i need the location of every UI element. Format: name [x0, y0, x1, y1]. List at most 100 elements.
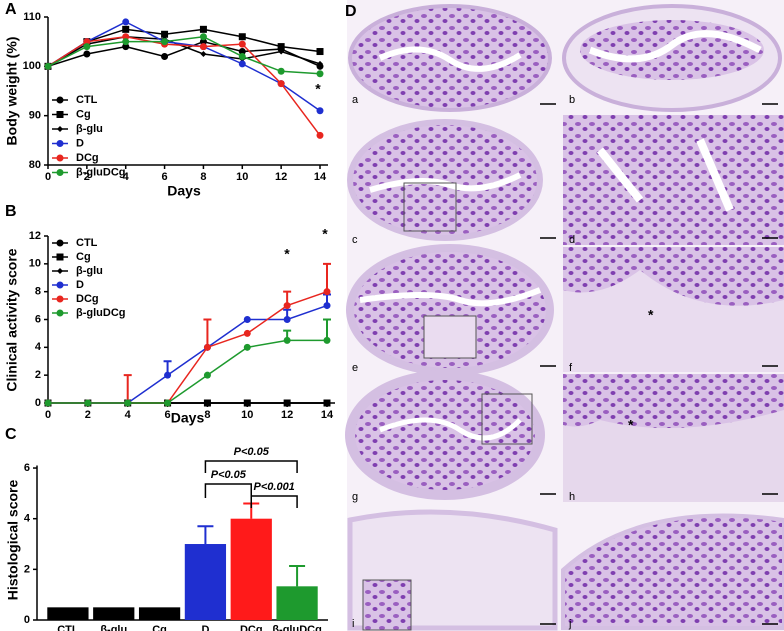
legend-marker: [56, 253, 64, 261]
point: [277, 67, 285, 75]
panel-label: B: [5, 203, 17, 220]
lumen: [369, 172, 522, 193]
bar: [138, 607, 181, 620]
series-line: [47, 21, 321, 112]
point: [283, 316, 291, 323]
point: [323, 288, 331, 296]
x-tick-label: 14: [314, 171, 327, 183]
point: [83, 50, 91, 58]
y-tick-label: 6: [24, 462, 30, 474]
point: [122, 43, 130, 51]
annotation: *: [628, 417, 634, 433]
x-tick-label: 2: [84, 171, 90, 183]
x-tick-label: 14: [321, 409, 334, 421]
y-tick-label: 12: [29, 230, 41, 242]
histology: D a b c d e f g h i j * *: [345, 0, 784, 631]
x-tick-label: 12: [281, 409, 293, 421]
point: [204, 400, 211, 406]
annotation: *: [322, 226, 328, 242]
annotation: P<0.05: [234, 446, 270, 458]
panel-label: C: [5, 426, 17, 443]
y-tick-label: 110: [23, 11, 41, 23]
legend-label: DCg: [76, 152, 99, 164]
bar: [230, 518, 272, 620]
point: [316, 48, 324, 56]
panel-label: A: [5, 1, 17, 18]
point: [316, 70, 324, 78]
y-tick-label: 100: [23, 60, 41, 72]
point: [83, 38, 91, 46]
point: [324, 400, 330, 406]
y-tick-label: 0: [35, 397, 41, 409]
point: [238, 33, 246, 41]
y-tick-label: 80: [29, 159, 41, 171]
point: [83, 43, 91, 51]
legend-marker: [56, 239, 64, 247]
tissue: [345, 370, 545, 500]
series-line: [47, 35, 321, 136]
x-tick-label: β-gluDCg: [272, 624, 321, 631]
point: [164, 371, 172, 379]
y-tick-label: 4: [35, 341, 42, 353]
tissue: [563, 247, 784, 306]
x-tick-label: DCg: [240, 624, 263, 631]
lumen: [588, 30, 762, 63]
series-line: [47, 40, 321, 68]
point: [161, 30, 169, 38]
inset-box: [403, 182, 457, 232]
point: [316, 131, 324, 139]
error-bar: [197, 525, 214, 545]
lumen: [596, 138, 734, 212]
legend-label: D: [76, 137, 84, 149]
annotation: *: [648, 307, 654, 323]
lumen: [359, 287, 542, 307]
significance-bracket: [250, 495, 298, 508]
point: [199, 33, 207, 41]
subpanel-label: j: [568, 618, 571, 630]
point: [238, 52, 246, 60]
x-tick-label: β-glu: [100, 624, 127, 631]
legend-label: β-glu: [76, 123, 103, 135]
y-tick-label: 0: [24, 614, 30, 626]
legend-marker: [56, 295, 64, 303]
subpanel-label: i: [352, 618, 354, 630]
inset-box: [362, 579, 412, 631]
bar: [276, 586, 318, 620]
point: [284, 400, 291, 406]
x-tick-label: D: [201, 624, 209, 631]
x-tick-label: CTL: [57, 624, 79, 631]
legend-label: Cg: [76, 251, 91, 263]
x-tick-label: 4: [123, 171, 130, 183]
point: [203, 371, 211, 379]
x-tick-label: 0: [45, 171, 51, 183]
point: [277, 43, 285, 51]
legend-marker: [56, 309, 64, 317]
x-tick-label: 8: [200, 171, 206, 183]
point: [161, 52, 169, 60]
series-line: [47, 35, 321, 75]
y-tick-label: 4: [24, 513, 31, 525]
x-tick-label: 0: [45, 409, 51, 421]
point: [203, 343, 211, 351]
point: [122, 38, 130, 46]
x-tick-label: 10: [241, 409, 253, 421]
bar: [47, 607, 89, 620]
legend-marker: [56, 154, 64, 162]
legend-label: CTL: [76, 94, 98, 106]
point: [122, 33, 130, 41]
legend-label: D: [76, 279, 84, 291]
inset-box: [423, 315, 477, 359]
point: [244, 400, 251, 406]
subpanel-label: h: [569, 491, 575, 503]
x-axis-label: Days: [167, 183, 201, 199]
subpanel-label: a: [352, 94, 359, 106]
annotation: *: [284, 246, 290, 262]
y-tick-label: 10: [29, 258, 41, 270]
y-tick-label: 6: [35, 313, 41, 325]
legend-label: β-gluDCg: [76, 166, 125, 178]
x-tick-label: 10: [236, 171, 248, 183]
x-tick-label: 8: [204, 409, 210, 421]
point: [243, 316, 251, 323]
subpanel-label: f: [569, 362, 573, 374]
